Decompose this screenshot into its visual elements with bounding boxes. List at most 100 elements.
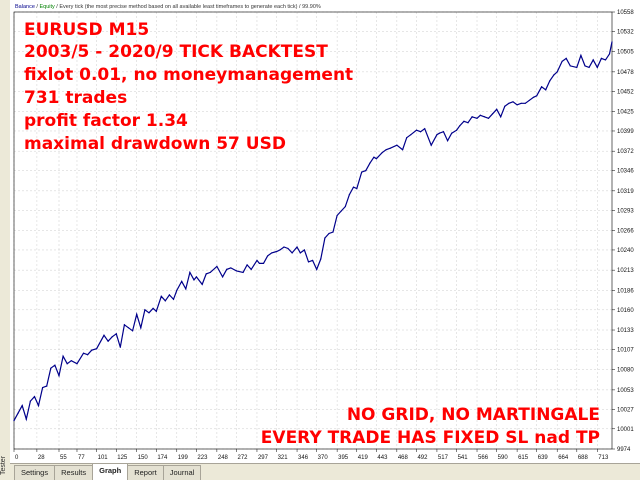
x-tick-label: 664	[558, 455, 569, 461]
balance-point	[155, 310, 157, 312]
balance-point	[132, 330, 134, 332]
balance-point	[532, 96, 535, 98]
balance-point	[193, 279, 195, 281]
balance-point	[66, 363, 68, 365]
balance-point	[348, 193, 351, 196]
balance-point	[608, 53, 611, 55]
balance-point	[385, 149, 387, 151]
overlay-profit-factor: profit factor 1.34	[24, 111, 188, 131]
balance-point	[17, 412, 19, 414]
balance-point	[185, 288, 187, 290]
legend-equity: Equity	[39, 4, 55, 10]
x-tick-label: 55	[60, 455, 67, 461]
y-tick-label: 9974	[617, 447, 631, 453]
x-tick-label: 346	[298, 455, 309, 461]
tab-journal[interactable]: Journal	[162, 465, 202, 480]
x-tick-label: 28	[38, 455, 45, 461]
balance-point	[463, 120, 465, 122]
balance-point	[91, 349, 93, 351]
balance-point	[569, 65, 571, 67]
balance-point	[596, 66, 598, 68]
tab-settings[interactable]: Settings	[14, 465, 56, 480]
x-axis: 0 28 55 77 101 125 150 174 199 223 248 272 297 321 346…	[13, 449, 609, 461]
balance-point	[344, 205, 346, 208]
balance-point	[584, 65, 586, 67]
x-tick-label: 174	[157, 455, 168, 461]
tester-tab-bar: Settings Results Graph Report Journal	[10, 463, 640, 480]
balance-chart: Balance / Equity / Every tick (the most …	[10, 0, 640, 463]
tab-results[interactable]: Results	[54, 465, 94, 480]
balance-point	[553, 74, 555, 76]
header-separator: /	[298, 4, 303, 10]
balance-point	[160, 295, 162, 297]
balance-point	[476, 117, 478, 119]
balance-point	[401, 149, 404, 151]
x-tick-label: 590	[498, 455, 509, 461]
balance-point	[611, 41, 613, 43]
x-tick-label: 199	[178, 455, 189, 461]
overlay-trade-count: 731 trades	[24, 88, 128, 108]
header-separator: /	[35, 4, 40, 10]
overlay-symbol-title: EURUSD M15	[24, 20, 150, 40]
balance-point	[271, 252, 273, 254]
x-tick-label: 443	[377, 455, 388, 461]
x-tick-label: 77	[78, 455, 85, 461]
x-tick-label: 272	[238, 455, 249, 461]
balance-point	[303, 249, 306, 251]
model-description: Every tick (the most precise method base…	[59, 4, 297, 10]
balance-point	[181, 280, 183, 282]
balance-point	[50, 367, 52, 369]
y-axis: 10558 10532 10505 10478 10452 10425 10399 10372…	[612, 10, 634, 453]
balance-point	[119, 346, 121, 348]
overlay-note-fixed-sl-tp: EVERY TRADE HAS FIXED SL nad TP	[260, 428, 600, 448]
balance-point	[369, 162, 371, 164]
balance-point	[42, 387, 44, 389]
y-tick-label: 10558	[617, 10, 634, 16]
y-tick-label: 10107	[617, 347, 634, 353]
balance-point	[496, 108, 498, 110]
balance-point	[250, 268, 252, 271]
balance-point	[62, 355, 64, 357]
overlay-drawdown: maximal drawdown 57 USD	[24, 134, 286, 154]
tab-report[interactable]: Report	[127, 465, 164, 480]
tab-graph[interactable]: Graph	[92, 463, 129, 480]
balance-point	[508, 102, 510, 104]
balance-point	[592, 59, 594, 61]
x-tick-label: 492	[417, 455, 428, 461]
balance-point	[446, 140, 449, 142]
x-tick-label: 541	[458, 455, 469, 461]
modelling-quality: 99.90%	[302, 4, 321, 10]
balance-point	[275, 250, 278, 253]
balance-point	[136, 313, 138, 315]
balance-point	[311, 259, 314, 262]
balance-point	[195, 276, 198, 278]
balance-point	[296, 246, 298, 248]
balance-point	[451, 132, 453, 134]
y-tick-label: 10532	[617, 29, 634, 35]
balance-point	[576, 66, 578, 68]
balance-point	[556, 71, 558, 73]
y-tick-label: 10399	[617, 129, 634, 135]
balance-point	[320, 258, 322, 260]
chart-header: Balance / Equity / Every tick (the most …	[15, 4, 321, 10]
balance-point	[528, 99, 530, 101]
overlay-period: 2003/5 - 2020/9 TICK BACKTEST	[24, 42, 328, 62]
balance-point	[396, 144, 398, 146]
legend-balance: Balance	[15, 4, 35, 10]
balance-point	[152, 307, 154, 309]
y-tick-label: 10240	[617, 248, 634, 254]
y-tick-label: 10080	[617, 368, 634, 374]
balance-point	[176, 289, 178, 291]
balance-point	[209, 271, 211, 274]
x-tick-label: 639	[538, 455, 549, 461]
balance-point	[424, 128, 426, 130]
x-tick-label: 223	[197, 455, 208, 461]
balance-point	[524, 102, 526, 104]
balance-point	[561, 60, 563, 62]
balance-point	[107, 340, 109, 342]
balance-point	[291, 252, 293, 254]
balance-point	[226, 268, 228, 271]
x-tick-label: 419	[358, 455, 369, 461]
x-tick-label: 688	[578, 455, 589, 461]
balance-point	[82, 352, 85, 354]
